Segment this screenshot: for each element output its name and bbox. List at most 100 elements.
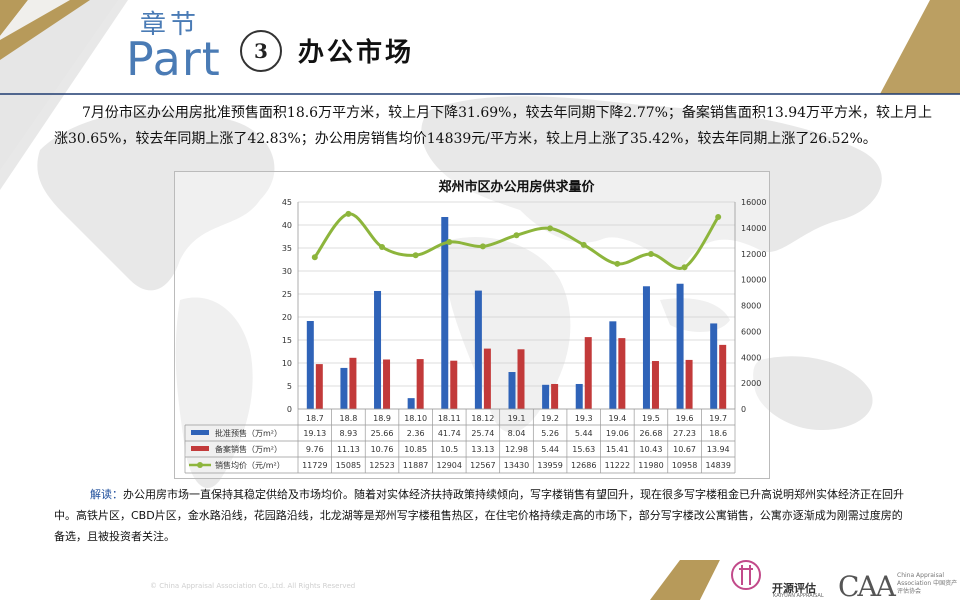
bar-recorded-sales (315, 364, 323, 409)
table-cell: 19.06 (606, 429, 629, 438)
x-tick-label: 18.11 (438, 414, 461, 423)
x-tick-label: 18.8 (340, 414, 358, 423)
table-cell: 10.5 (440, 445, 458, 454)
table-cell: 11887 (403, 461, 428, 470)
table-cell: 11729 (302, 461, 327, 470)
bar-presale (474, 290, 482, 409)
avg-price-point (547, 225, 554, 232)
legend-swatch (191, 446, 209, 451)
table-cell: 2.36 (407, 429, 425, 438)
legend-swatch (191, 430, 209, 435)
y-left-tick-label: 25 (282, 290, 292, 299)
bar-presale (676, 283, 684, 409)
y-left-tick-label: 10 (282, 359, 292, 368)
x-tick-label: 19.4 (608, 414, 626, 423)
table-cell: 25.74 (471, 429, 494, 438)
bar-presale (306, 321, 314, 409)
copyright-text: © China Appraisal Association Co.,Ltd. A… (150, 582, 356, 590)
x-tick-label: 18.7 (306, 414, 324, 423)
legend-label: 批准预售（万m²） (215, 428, 282, 438)
y-left-tick-label: 20 (282, 313, 292, 322)
x-tick-label: 18.9 (373, 414, 391, 423)
x-tick-label: 18.12 (471, 414, 494, 423)
table-cell: 15.63 (572, 445, 595, 454)
y-right-tick-label: 2000 (741, 379, 761, 388)
y-right-tick-label: 0 (741, 405, 746, 414)
avg-price-point (479, 243, 486, 250)
table-cell: 27.23 (673, 429, 696, 438)
x-tick-label: 19.2 (541, 414, 559, 423)
table-cell: 26.68 (640, 429, 663, 438)
avg-price-point (715, 214, 722, 221)
x-tick-label: 19.6 (676, 414, 694, 423)
y-right-tick-label: 8000 (741, 302, 761, 311)
x-tick-label: 19.1 (508, 414, 526, 423)
bar-presale (642, 286, 650, 409)
caa-logo-subtext: China Appraisal Association 中国资产评估协会 (897, 572, 958, 595)
y-left-tick-label: 5 (287, 382, 292, 391)
table-cell: 13430 (504, 461, 529, 470)
supply-demand-chart: 郑州市区办公用房供求量价 0 5 10 15 20 25 30 35 40 45 0 2000 4000 6… (184, 179, 766, 474)
table-cell: 12.98 (505, 445, 528, 454)
avg-price-point (345, 210, 352, 217)
y-left-tick-label: 40 (282, 221, 292, 230)
x-tick-label: 19.7 (709, 414, 727, 423)
note-label: 解读： (90, 488, 123, 501)
table-cell: 10958 (672, 461, 697, 470)
bar-recorded-sales (584, 337, 592, 409)
avg-price-point (513, 232, 520, 239)
table-cell: 5.44 (575, 429, 593, 438)
bar-presale (374, 290, 382, 409)
x-tick-label: 18.10 (404, 414, 427, 423)
interpretation-note: 解读：办公用房市场一直保持其稳定供给及市场均价。随着对实体经济扶持政策持续倾向，… (54, 484, 906, 547)
bar-recorded-sales (685, 359, 693, 409)
bar-presale (340, 367, 348, 409)
bar-recorded-sales (483, 348, 491, 409)
bar-recorded-sales (551, 383, 559, 409)
bar-presale (575, 383, 583, 409)
y-right-tick-label: 12000 (741, 250, 766, 259)
bar-presale (609, 321, 617, 409)
table-cell: 11980 (638, 461, 663, 470)
bar-presale (710, 323, 718, 409)
y-right-tick-label: 4000 (741, 353, 761, 362)
bar-recorded-sales (383, 359, 391, 409)
section-title: 办公市场 (298, 38, 415, 68)
chapter-part-label: Part (126, 32, 221, 86)
chart-container: 郑州市区办公用房供求量价 0 5 10 15 20 25 30 35 40 45 0 2000 4000 6… (174, 171, 770, 479)
table-cell: 12567 (470, 461, 495, 470)
kaiyuan-logo-subtext: KAIYUAN APPRAISAL (773, 593, 824, 599)
table-cell: 13.13 (471, 445, 494, 454)
bar-presale (542, 384, 550, 409)
bar-recorded-sales (450, 360, 458, 409)
y-left-tick-label: 30 (282, 267, 292, 276)
avg-price-point (580, 241, 587, 248)
x-tick-label: 19.3 (575, 414, 593, 423)
y-left-tick-label: 45 (282, 198, 292, 207)
note-text: 办公用房市场一直保持其稳定供给及市场均价。随着对实体经济扶持政策持续倾向，写字楼… (54, 488, 904, 543)
avg-price-point (681, 264, 688, 271)
summary-paragraph: 7月份市区办公用房批准预售面积18.6万平方米，较上月下降31.69%，较去年同… (54, 105, 933, 147)
avg-price-point (446, 239, 453, 246)
avg-price-line (313, 212, 720, 270)
avg-price-point (412, 252, 419, 259)
y-left-tick-label: 35 (282, 244, 292, 253)
bar-recorded-sales (517, 349, 525, 409)
table-cell: 10.43 (640, 445, 663, 454)
bar-recorded-sales (416, 359, 424, 409)
avg-price-point (311, 254, 318, 261)
table-cell: 10.67 (673, 445, 696, 454)
y-left-tick-label: 0 (287, 405, 292, 414)
table-cell: 25.66 (371, 429, 394, 438)
bar-recorded-sales (651, 361, 659, 409)
y-right-tick-label: 16000 (741, 198, 766, 207)
chart-title: 郑州市区办公用房供求量价 (438, 179, 595, 195)
bar-presale (441, 216, 449, 409)
table-cell: 41.74 (438, 429, 461, 438)
legend-label: 销售均价（元/m²） (215, 460, 285, 470)
table-cell: 18.6 (709, 429, 727, 438)
table-cell: 9.76 (306, 445, 324, 454)
table-cell: 12686 (571, 461, 596, 470)
y-right-tick-label: 14000 (741, 224, 766, 233)
